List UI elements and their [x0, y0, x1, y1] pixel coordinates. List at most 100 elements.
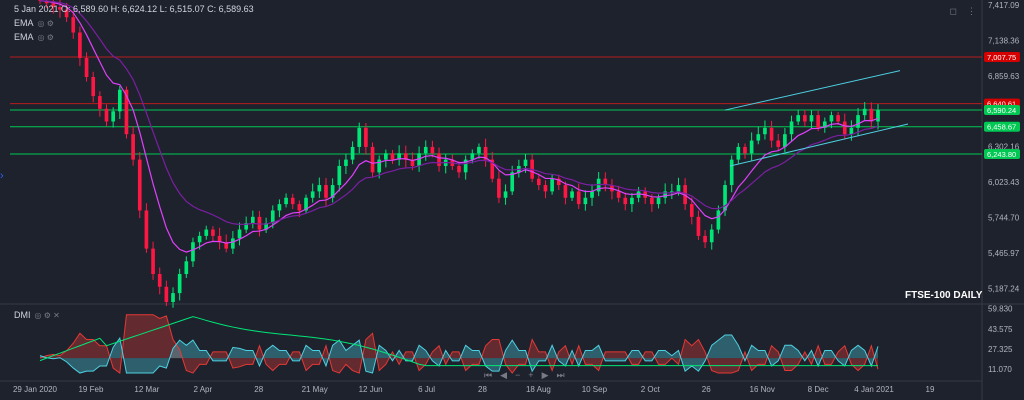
time-tick-label: 6 Jul: [418, 385, 435, 394]
candle-body: [357, 127, 362, 147]
price-tick-label: 5,465.97: [988, 249, 1020, 258]
dmi-plus-line: [39, 334, 879, 374]
prev-icon[interactable]: ◀: [500, 370, 508, 380]
expand-left-icon[interactable]: ›: [0, 170, 4, 182]
zoom-in-icon[interactable]: +: [528, 370, 534, 380]
candle-body: [556, 178, 561, 186]
candle-body: [743, 146, 747, 154]
candle-body: [816, 115, 820, 128]
candle-body: [796, 115, 801, 122]
candle-body: [656, 197, 661, 205]
candle-body: [736, 146, 741, 160]
candle-body: [397, 153, 401, 160]
price-tag-label: 6,590.24: [987, 106, 1016, 115]
first-icon[interactable]: ⏮: [484, 370, 493, 380]
candle-body: [410, 159, 415, 166]
navigation-controls: ⏮ ◀ − + ▶ ⏭: [480, 370, 569, 381]
candle-body: [590, 191, 594, 198]
candle-body: [763, 127, 767, 135]
indicator-settings-icon[interactable]: ◎ ⚙ ✕: [34, 311, 60, 320]
price-tick-label: 6,023.43: [988, 178, 1020, 187]
indicator-settings-icon[interactable]: ◎ ⚙: [37, 33, 54, 42]
more-icon[interactable]: ⋮: [967, 6, 976, 16]
candle-body: [650, 197, 654, 205]
last-icon[interactable]: ⏭: [556, 370, 565, 380]
candle-body: [749, 140, 754, 154]
next-icon[interactable]: ▶: [541, 370, 549, 380]
price-tag-label: 6,458.67: [987, 123, 1016, 132]
dmi-tick-label: 27.325: [988, 345, 1013, 354]
candle-body: [324, 185, 328, 198]
candle-body: [211, 229, 215, 236]
time-tick-label: 19: [926, 385, 935, 394]
price-tag: [984, 121, 1020, 132]
ema-indicator-2[interactable]: EMA ◎ ⚙: [14, 32, 54, 42]
price-tick-label: 7,417.09: [988, 1, 1020, 10]
time-tick-label: 21 May: [302, 385, 328, 394]
time-tick-label: 28: [254, 385, 263, 394]
candle-body: [623, 197, 628, 205]
candle-body: [297, 204, 302, 211]
maximize-icon[interactable]: ◻: [949, 6, 957, 16]
time-tick-label: 18 Aug: [526, 385, 551, 394]
candle-body: [64, 9, 69, 18]
candle-body: [616, 191, 621, 198]
candle-body: [217, 235, 222, 243]
indicator-settings-icon[interactable]: ◎ ⚙: [37, 19, 54, 28]
candle-body: [490, 159, 495, 179]
candle-body: [756, 134, 761, 141]
candle-body: [477, 146, 481, 154]
candle-body: [836, 115, 840, 122]
price-tick-label: 7,138.36: [988, 36, 1020, 45]
candle-body: [543, 185, 548, 192]
time-tick-label: 4 Jan 2021: [854, 385, 894, 394]
candle-body: [224, 242, 229, 249]
candle-body: [98, 96, 102, 109]
candle-body: [769, 127, 774, 141]
chart-watermark: FTSE-100 DAILY: [905, 290, 983, 301]
dmi-indicator[interactable]: DMI ◎ ⚙ ✕: [14, 310, 60, 320]
candle-body: [417, 153, 421, 166]
zoom-out-icon[interactable]: −: [515, 370, 521, 380]
candle-body: [231, 238, 235, 249]
candle-body: [423, 146, 428, 154]
candle-body: [563, 185, 568, 198]
candle-body: [570, 191, 574, 198]
candle-body: [58, 7, 62, 10]
time-tick-label: 2 Apr: [193, 385, 212, 394]
candle-body: [696, 216, 701, 236]
candle-body: [91, 77, 96, 97]
time-tick-label: 19 Feb: [78, 385, 103, 394]
dmi-minus-area: [40, 314, 878, 374]
candle-body: [390, 153, 395, 160]
time-tick-label: 28: [478, 385, 487, 394]
dmi-tick-label: 11.070: [988, 365, 1012, 374]
candle-body: [457, 165, 461, 173]
candle-body: [437, 153, 441, 166]
candle-body: [264, 223, 268, 230]
candle-body: [350, 146, 355, 160]
price-tick-label: 6,302.16: [988, 143, 1020, 152]
candle-body: [630, 197, 634, 205]
dmi-tick-label: 59.830: [988, 305, 1013, 314]
ema-fast-line: [39, 0, 879, 253]
candle-body: [171, 293, 175, 302]
candle-body: [789, 121, 794, 135]
candle-body: [151, 248, 155, 275]
dmi-plus-area: [40, 334, 878, 374]
candle-body: [663, 191, 668, 198]
candle-body: [184, 261, 189, 275]
candle-body: [237, 229, 242, 239]
candle-body: [370, 146, 375, 173]
candle-body: [250, 216, 255, 224]
candle-body: [709, 229, 714, 243]
candle-body: [104, 108, 109, 122]
candle-body: [463, 159, 468, 173]
candle-body: [470, 153, 475, 160]
candle-body: [204, 229, 209, 236]
candle-body: [809, 115, 814, 122]
candle-body: [583, 197, 588, 205]
ema-indicator-1[interactable]: EMA ◎ ⚙: [14, 18, 54, 28]
candle-body: [284, 197, 288, 205]
